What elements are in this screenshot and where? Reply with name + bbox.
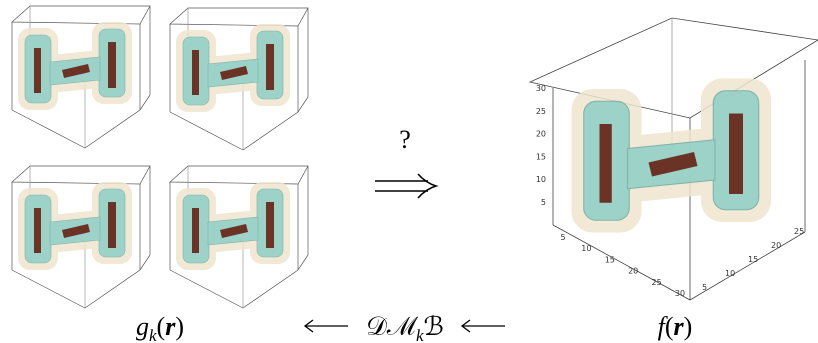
paren: ): [175, 312, 184, 341]
tick-label: 30: [536, 84, 546, 93]
tick-label: 20: [536, 130, 546, 139]
tick-label: 5: [560, 233, 565, 242]
tick-label: 10: [536, 175, 546, 184]
tick-label: 10: [725, 269, 735, 278]
question-mark: ?: [399, 125, 411, 154]
small-plot: [170, 8, 308, 150]
tick-label: 15: [605, 255, 615, 264]
small-plot: [12, 166, 150, 308]
function-name: g: [136, 312, 149, 341]
paren: (: [665, 312, 674, 341]
tick-label: 25: [652, 278, 662, 287]
tick-label: 20: [628, 267, 638, 276]
small-plot: [170, 166, 308, 308]
operator-label: 𝒟ℳkℬ: [366, 312, 444, 343]
left-label: gk(r): [136, 312, 184, 343]
operator-main: 𝒟ℳ: [366, 312, 419, 341]
tick-label: 20: [771, 241, 781, 250]
figure: 5101520253051015202530510152025 ? gk(r) …: [0, 0, 818, 343]
tick-label: 25: [536, 107, 546, 116]
tick-label: 30: [675, 289, 685, 298]
tick-label: 15: [536, 152, 546, 161]
paren: ): [684, 312, 693, 341]
tick-label: 5: [702, 283, 707, 292]
tick-label: 15: [748, 255, 758, 264]
small-plots: [12, 6, 308, 308]
large-plot: [530, 18, 818, 300]
tick-label: 25: [794, 227, 804, 236]
operator-tail: ℬ: [423, 312, 443, 341]
small-plot: [12, 6, 150, 148]
implies-arrow: [375, 174, 436, 198]
tick-label: 10: [581, 244, 591, 253]
tick-label: 5: [541, 198, 546, 207]
right-label: f(r): [658, 312, 693, 341]
paren: (: [157, 312, 166, 341]
